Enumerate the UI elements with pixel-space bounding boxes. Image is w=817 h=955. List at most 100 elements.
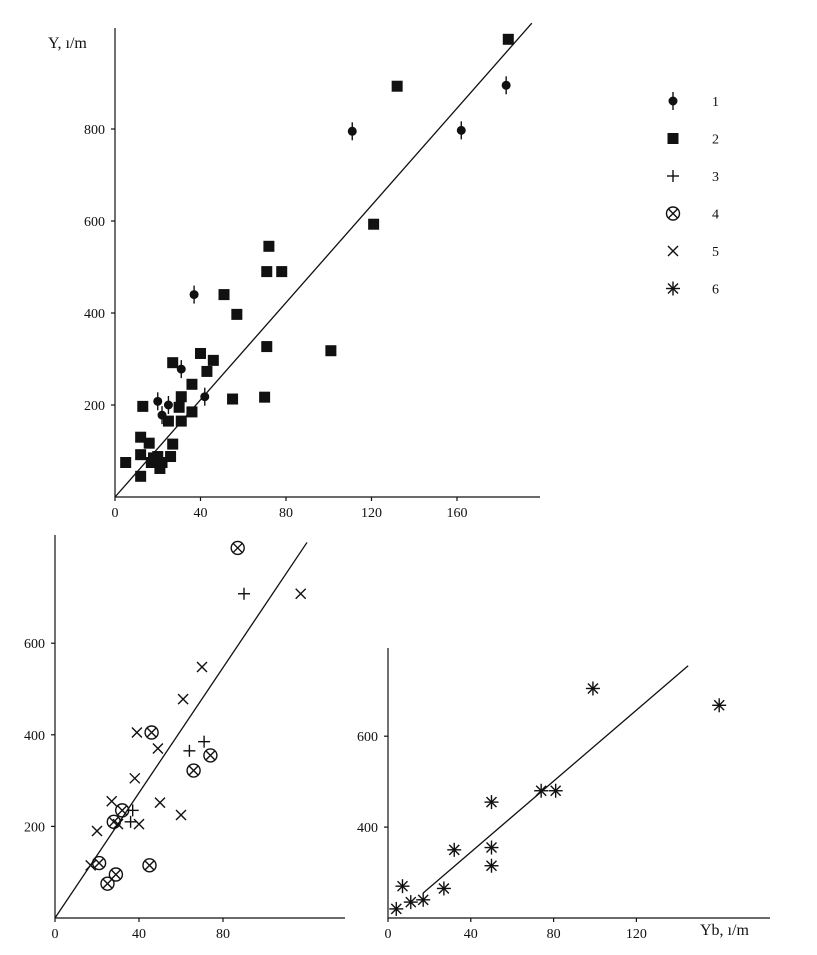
legend-marker-5 [667,245,679,257]
top-y-tick-label: 800 [84,123,105,138]
top-series-2-point [502,33,514,45]
legend-label-6: 6 [712,283,719,298]
top-series-1-point [347,122,357,141]
bottom-left-series-4-point [91,855,107,871]
top-x-tick-label: 80 [279,506,293,521]
bottom-right-fit-line [422,665,689,894]
bottom-right-x-tick-label: 40 [464,927,478,942]
top-series-2-point [218,289,230,301]
top-series-2-point [135,431,147,443]
top-series-2-point [186,406,198,418]
bottom-left-y-tick-label: 400 [24,729,45,744]
bottom-right-series-6-point [534,783,549,798]
top-series-1-point [189,285,199,304]
top-x-tick-label: 160 [447,506,468,521]
legend-marker-2 [667,133,679,144]
top-series-2-point [195,347,206,359]
top-series-2-point [201,365,213,377]
bottom-right-series-6-point [484,795,499,810]
bottom-left-series-4-point [106,814,122,830]
legend-marker-6 [666,281,680,296]
bottom-left-series-5-point [177,693,189,705]
legend: 1 2 3 4 5 6 [665,92,719,298]
bottom-left-series-4-point [144,725,159,740]
legend-label-5: 5 [712,245,719,260]
top-series-1-point [153,392,163,411]
top-series-2-point [175,415,187,427]
top-series-2-point [135,470,147,482]
top-x-tick-label: 0 [112,506,119,521]
bottom-left-series-5-point [85,859,97,871]
top-series-2-point [231,308,243,320]
top-series-2-point [276,266,288,278]
bottom-left-series-3-point [238,587,250,600]
top-series-1-point [200,387,210,406]
top-series-2-point [120,457,132,468]
bottom-left-series-5-point [131,727,143,739]
top-series-1-point [501,76,511,95]
top-series-2-point [143,437,155,449]
bottom-right-series-6-point [484,840,499,855]
top-series-2-point [207,354,219,366]
top-series-2-point [368,218,380,230]
bottom-left-y-tick-label: 600 [24,637,45,652]
top-series-1-point [456,121,466,140]
top-series-2-point [263,240,275,252]
top-series-2-point [227,393,239,405]
top-series-2-point [261,266,273,278]
legend-marker-3 [667,170,679,182]
bottom-left-series-5-point [106,795,118,807]
top-x-tick-label: 40 [194,506,208,521]
top-series-2-point [135,449,147,461]
top-series-2-point [391,80,403,92]
bottom-right-series-6-point [447,842,462,857]
bottom-left-series-4-point [203,748,218,763]
bottom-left-series-4-point [186,763,201,778]
bottom-right-series-6-point [585,681,600,696]
top-series-2-point [259,391,271,403]
bottom-left-series-4-point [108,867,124,882]
bottom-right-series-6-point [395,879,410,894]
bottom-left-series-5-point [91,825,103,837]
bottom-left-series-3-point [198,735,211,748]
bottom-left-scatter-panel: 0 40 80 200 400 600 [24,535,345,942]
top-y-axis-label: Y, ı/m [48,35,87,52]
bottom-left-x-tick-label: 40 [132,927,146,942]
top-series-2-point [137,400,149,412]
bottom-left-series-5-point [112,818,124,830]
top-series-2-point [261,341,273,353]
top-y-tick-label: 400 [84,307,105,322]
bottom-right-series-6-point [403,895,418,910]
legend-marker-1 [668,92,678,110]
top-series-2-point [167,438,179,450]
bottom-left-x-tick-label: 0 [52,927,59,942]
bottom-right-series-6-point [484,858,499,873]
bottom-left-series-5-point [133,818,145,830]
bottom-right-series-6-point [548,783,563,798]
bottom-left-series-4-point [100,876,115,891]
bottom-left-y-tick-label: 200 [24,820,45,835]
bottom-left-series-3-point [183,744,196,757]
legend-label-4: 4 [712,208,719,223]
top-series-1-point [176,360,186,379]
bottom-left-series-5-point [295,588,307,600]
top-y-tick-label: 600 [84,215,105,230]
bottom-right-x-tick-label: 80 [547,927,561,942]
bottom-right-x-axis-label: Yb, ı/m [700,922,749,939]
bottom-left-series-3-point [124,815,137,828]
top-y-tick-label: 200 [84,399,105,414]
bottom-right-series-6-point [416,892,431,907]
bottom-left-series-5-point [152,743,164,755]
bottom-left-series-5-point [154,797,166,809]
top-series-2-point [165,451,177,463]
bottom-right-y-tick-label: 400 [357,821,378,836]
bottom-right-series-6-point [712,698,727,713]
legend-marker-4 [665,206,681,221]
top-series-1-point [163,396,173,414]
top-scatter-panel: 0 40 80 120 160 200 400 600 800 Y, ı/m [48,22,540,521]
bottom-left-series-4-point [230,540,245,556]
top-series-2-point [175,391,187,403]
top-series-2-point [173,401,185,413]
top-series-2-point [156,457,168,468]
